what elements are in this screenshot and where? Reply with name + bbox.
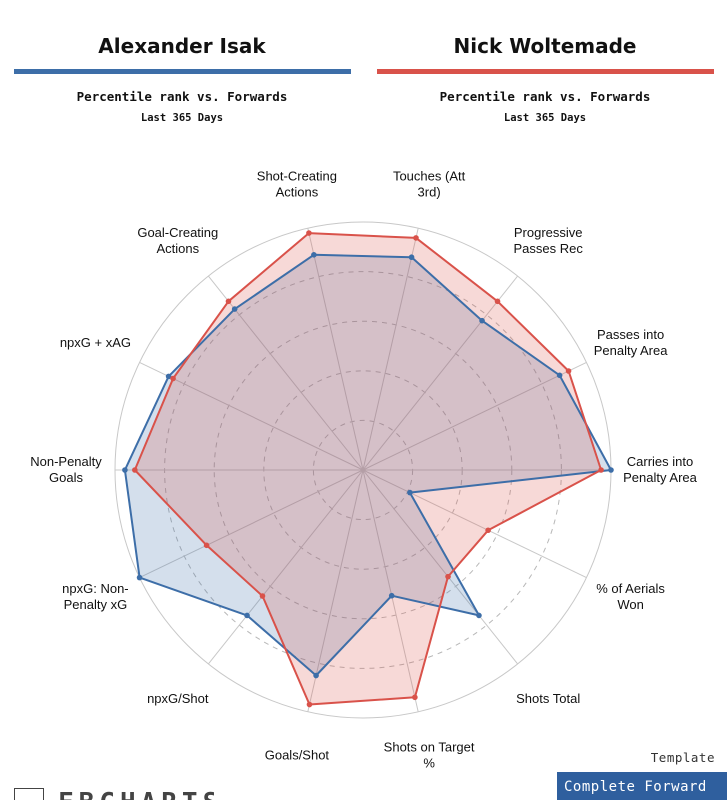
subtitle-isak: Percentile rank vs. Forwards	[76, 89, 288, 104]
axis-label: Non-Penalty Goals	[30, 454, 102, 485]
series-point-1	[565, 368, 572, 374]
axis-label: Touches (Att 3rd)	[393, 168, 466, 199]
series-point-1	[413, 235, 419, 241]
series-point-0	[122, 467, 128, 473]
series-point-0	[136, 574, 143, 581]
series-point-1	[412, 694, 418, 701]
series-point-0	[608, 467, 614, 473]
series-point-1	[259, 593, 266, 599]
axis-spoke	[139, 361, 364, 471]
series-point-0	[231, 306, 238, 312]
axis-spoke	[307, 228, 364, 471]
axis-label: Shots on Target%	[384, 740, 475, 771]
axis-label: % of Aerials Won	[596, 581, 665, 612]
subtitle-woltemade: Percentile rank vs. Forwards	[439, 89, 651, 104]
axis-label: Goal-Creating Actions	[137, 225, 218, 256]
fbcharts-logo: FBCHARTS	[14, 785, 214, 800]
axis-label: npxG: Non-Penalty xG	[62, 581, 128, 612]
axis-spoke	[307, 469, 364, 712]
axis-spoke	[362, 361, 587, 471]
series-point-0	[313, 672, 319, 679]
axis-spoke	[362, 469, 419, 712]
series-area-0	[124, 254, 612, 676]
series-point-0	[311, 252, 317, 258]
series-point-0	[388, 592, 395, 599]
axis-spoke	[362, 469, 587, 579]
period-isak: Last 365 Days	[140, 112, 224, 124]
axis-label: Shot-Creating Actions	[257, 168, 337, 199]
series-point-1	[132, 467, 138, 473]
player-name-woltemade: Nick Woltemade	[453, 34, 637, 58]
axis-spoke	[362, 228, 419, 471]
series-point-1	[445, 573, 451, 580]
series-point-0	[479, 317, 485, 324]
player-color-bar-woltemade	[377, 69, 714, 74]
axis-label: Passes into Penalty Area	[594, 327, 668, 358]
logo-icon	[14, 788, 44, 800]
series-point-1	[306, 701, 313, 708]
axis-label: Shots Total	[516, 691, 580, 706]
template-badge: Complete Forward	[557, 772, 727, 800]
player-name-isak: Alexander Isak	[98, 34, 266, 58]
axis-spoke	[207, 469, 364, 665]
axis-label: npxG/Shot	[147, 691, 209, 706]
series-point-0	[244, 612, 250, 619]
axis-label: Goals/Shot	[265, 748, 330, 763]
series-point-1	[494, 298, 501, 305]
axis-label: npxG + xAG	[60, 335, 131, 350]
series-point-0	[476, 612, 482, 619]
series-point-1	[203, 542, 210, 549]
template-label: Template	[650, 750, 715, 765]
axis-label: Progressive Passes Rec	[514, 225, 584, 256]
series-point-0	[165, 373, 172, 380]
series-point-1	[225, 298, 232, 305]
series-point-0	[407, 489, 413, 496]
series-point-1	[170, 375, 176, 382]
axis-spoke	[362, 469, 519, 665]
axis-spoke	[362, 275, 519, 471]
series-area-1	[134, 233, 602, 705]
series-point-1	[306, 230, 312, 236]
axis-label: Carries into Penalty Area	[623, 454, 697, 485]
series-point-0	[556, 372, 563, 379]
period-woltemade: Last 365 Days	[503, 112, 587, 124]
axis-spoke	[139, 469, 364, 579]
series-point-1	[485, 527, 491, 534]
logo-text: FBCHARTS	[58, 788, 214, 800]
series-point-0	[408, 254, 415, 261]
player-color-bar-isak	[14, 69, 351, 74]
series-point-1	[598, 467, 604, 473]
